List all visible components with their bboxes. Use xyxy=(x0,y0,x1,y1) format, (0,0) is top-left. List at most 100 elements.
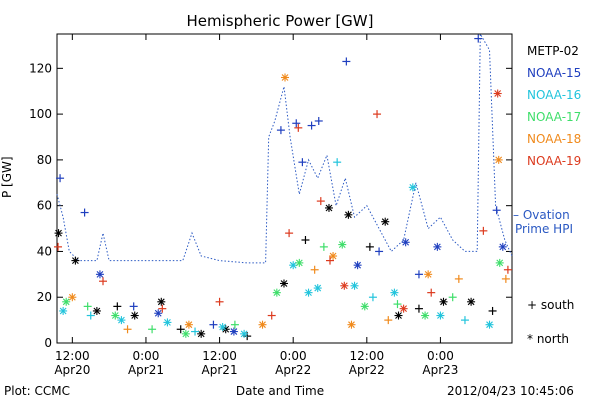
data-point-south xyxy=(176,325,185,334)
data-point-north xyxy=(340,281,349,290)
data-point-south xyxy=(99,277,108,286)
data-point-north xyxy=(281,73,290,82)
ovation-legend: – Ovation Prime HPI xyxy=(513,208,573,236)
x-tick-label-time: 0:00 xyxy=(280,349,307,363)
data-point-north xyxy=(313,284,322,293)
ovation-prime-line xyxy=(56,32,513,264)
data-point-south xyxy=(342,57,351,66)
data-point-north xyxy=(154,309,163,318)
data-point-north xyxy=(353,261,362,270)
data-point-north xyxy=(92,306,101,315)
legend-entry-noaa-18: NOAA-18 xyxy=(527,132,582,146)
data-point-north xyxy=(272,288,281,297)
data-point-north xyxy=(347,320,356,329)
data-point-south xyxy=(298,158,307,167)
data-point-south xyxy=(365,242,374,251)
data-point-south xyxy=(267,311,276,320)
data-point-south xyxy=(479,226,488,235)
data-point-south xyxy=(123,325,132,334)
data-point-north xyxy=(498,242,507,251)
data-point-south xyxy=(56,174,65,183)
data-point-south xyxy=(54,242,63,251)
x-tick-label-date: Apr21 xyxy=(128,363,164,377)
x-tick-label-date: Apr22 xyxy=(275,363,311,377)
x-tick-label-time: 12:00 xyxy=(55,349,90,363)
data-point-south xyxy=(86,311,95,320)
data-point-south xyxy=(373,110,382,119)
data-point-north xyxy=(54,229,63,238)
data-point-south xyxy=(492,206,501,215)
data-point-south xyxy=(368,293,377,302)
y-tick-label: 100 xyxy=(29,107,52,121)
data-point-south xyxy=(276,126,285,135)
data-point-north xyxy=(71,256,80,265)
data-point-north xyxy=(130,311,139,320)
data-point-north xyxy=(279,279,288,288)
data-point-north xyxy=(399,304,408,313)
plot-credit: Plot: CCMC xyxy=(4,384,70,398)
data-point-north xyxy=(485,320,494,329)
data-point-north xyxy=(95,270,104,279)
data-point-south xyxy=(209,320,218,329)
data-point-north xyxy=(436,311,445,320)
data-point-south xyxy=(310,265,319,274)
data-point-north xyxy=(329,252,338,261)
data-point-south xyxy=(448,293,457,302)
data-point-south xyxy=(314,116,323,125)
y-tick-label: 20 xyxy=(37,290,52,304)
data-point-south xyxy=(460,316,469,325)
data-point-south xyxy=(80,208,89,217)
data-point-north xyxy=(304,288,313,297)
data-point-south xyxy=(316,197,325,206)
legend-entry-noaa-15: NOAA-15 xyxy=(527,66,582,80)
data-point-south xyxy=(454,274,463,283)
data-point-south xyxy=(113,302,122,311)
data-point-north xyxy=(62,297,71,306)
legend-entry-metp-02: METP-02 xyxy=(527,44,579,58)
data-point-north xyxy=(181,329,190,338)
data-point-south xyxy=(158,304,167,313)
data-point-north xyxy=(184,320,193,329)
marker-key-north: * north xyxy=(527,332,570,346)
data-point-north xyxy=(350,281,359,290)
ovation-legend-line1: – Ovation xyxy=(513,208,570,222)
data-point-north xyxy=(117,316,126,325)
marker-key-south: + south xyxy=(527,298,575,312)
data-point-north xyxy=(59,306,68,315)
data-point-north xyxy=(111,311,120,320)
data-point-south xyxy=(326,256,334,265)
legend-entry-noaa-17: NOAA-17 xyxy=(527,110,582,124)
data-point-north xyxy=(424,270,433,279)
data-point-north xyxy=(494,155,503,164)
data-point-north xyxy=(68,293,77,302)
data-point-south xyxy=(384,316,393,325)
data-point-north xyxy=(157,297,166,306)
data-point-south xyxy=(191,327,200,336)
data-point-south xyxy=(307,121,316,130)
data-point-north xyxy=(163,318,172,327)
data-point-north xyxy=(394,311,403,320)
chart-title: Hemispheric Power [GW] xyxy=(186,12,374,30)
data-point-south xyxy=(414,304,423,313)
data-point-north xyxy=(381,217,390,226)
data-point-south xyxy=(294,123,303,132)
data-point-south xyxy=(230,320,239,329)
data-point-south xyxy=(292,119,301,128)
data-point-south xyxy=(501,274,510,283)
data-point-north xyxy=(295,258,304,267)
data-point-south xyxy=(474,34,483,43)
data-point-south xyxy=(375,247,384,256)
data-point-north xyxy=(495,258,504,267)
legend-entry-noaa-16: NOAA-16 xyxy=(527,88,582,102)
y-tick-label: 60 xyxy=(37,199,52,213)
data-point-south xyxy=(243,332,252,341)
x-tick-label-date: Apr22 xyxy=(349,363,385,377)
x-tick-label-time: 0:00 xyxy=(132,349,159,363)
data-point-south xyxy=(129,302,138,311)
data-point-north xyxy=(408,183,417,192)
x-tick-label-date: Apr21 xyxy=(202,363,238,377)
x-tick-label-time: 12:00 xyxy=(350,349,385,363)
y-tick-label: 120 xyxy=(29,61,52,75)
data-point-north xyxy=(439,297,448,306)
